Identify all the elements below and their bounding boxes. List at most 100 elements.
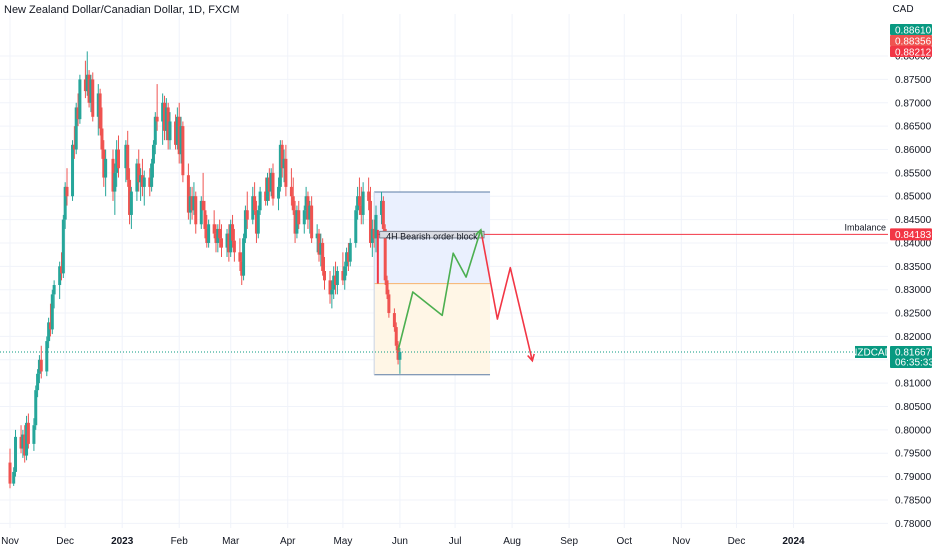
price-tick-label: 0.78000 [895,519,932,530]
price-tick-label: 0.80000 [895,425,932,436]
price-tick-label: 0.87000 [895,98,932,109]
candle-body [220,238,224,248]
candle-body [293,210,297,234]
candle-body [302,210,306,225]
candle-body [63,186,67,220]
candle-body [207,224,211,243]
price-tick-label: 0.79000 [895,472,932,483]
candle-body [14,436,18,472]
candle-body [216,228,220,243]
candle-body [396,345,400,360]
candle-body [129,191,133,215]
candle-body [199,200,203,225]
candle-body [23,434,27,456]
candle-body [280,144,284,169]
candle-body [356,196,360,211]
top-price-tag-bg [890,24,932,35]
candle-body [253,196,257,211]
price-tick-label: 0.83500 [895,262,932,273]
price-tick-label: 0.79500 [895,449,932,460]
candle-body [142,177,146,187]
candle-body [65,186,69,197]
price-tick-label: 0.85000 [895,192,932,203]
candle-body [231,224,235,241]
candle-body [242,238,246,276]
candle-body [91,79,95,117]
top-price-tag-value: 0.88610 [895,26,932,37]
candle-body [140,175,144,187]
price-tick-label: 0.82000 [895,332,932,343]
time-tick-label: Oct [617,536,633,547]
candle-body [74,107,78,150]
candle-body [269,172,273,192]
imbalance-tag-bg [890,228,932,241]
candle-body [151,144,155,164]
time-tick-label: 2024 [782,536,805,547]
candle-body [243,210,247,239]
candle-body [179,126,183,155]
candles [8,51,402,489]
candle-body [201,200,205,211]
candle-body [175,116,179,145]
candle-body [354,210,358,243]
candle-body [323,271,327,281]
candle-body [306,196,310,220]
candle-body [227,233,231,253]
candle-body [137,163,141,183]
candle-body [12,471,16,484]
candle-body [34,390,38,426]
candle-body [177,116,181,155]
candle-body [39,359,43,372]
candle-body [345,252,349,267]
candle-body [135,163,139,192]
top-price-tag-value: 0.88212 [895,48,932,59]
symbol-tag-bg [855,345,887,358]
time-axis[interactable]: Nov Dec 2023 Feb Mar Apr May Jun Jul Aug Sep Oct Nov… [1,536,805,547]
candle-body [367,191,371,201]
candle-body [392,313,396,328]
candle-body [8,462,12,484]
candle-body [383,228,387,281]
candle-body [380,200,384,215]
price-axis[interactable]: 0.88000 0.87500 0.87000 0.86500 0.86000 0.855… [892,4,931,530]
candle-body [251,196,255,220]
symbol-tag-label: NZDCAD [850,347,892,358]
time-tick-label: Dec [56,536,74,547]
price-tick-label: 0.84500 [895,215,932,226]
candle-body [291,196,295,211]
candle-body [346,252,350,262]
candle-body [359,205,363,215]
candle-body [271,172,275,199]
candle-body [25,422,29,456]
candle-body [341,271,345,281]
candle-body [240,261,244,276]
candle-body [100,128,104,150]
candle-body [319,242,323,255]
top-price-tag-bg [890,35,932,46]
candle-body [32,425,36,444]
green-projection [397,229,482,351]
top-price-tag-value: 0.88356 [895,37,932,48]
order-block-label: 4H Bearish order block [386,231,478,241]
candle-body [162,102,166,131]
candle-body [194,196,198,225]
candle-body [72,144,76,150]
candle-body [385,280,389,295]
candle-body [328,280,332,295]
projection-lines: 4H Bearish order block [376,228,535,363]
candle-body [117,149,121,169]
candle-body [26,422,30,444]
candle-body [214,233,218,243]
candle-body [76,107,80,120]
candle-body [368,200,372,243]
candle-body [150,163,154,187]
candle-body [59,266,63,274]
candle-body [218,228,222,239]
candle-body [50,294,54,330]
current-price-tag-value: 0.81667 [895,347,932,358]
candle-body [52,285,56,295]
candle-body [181,126,185,176]
